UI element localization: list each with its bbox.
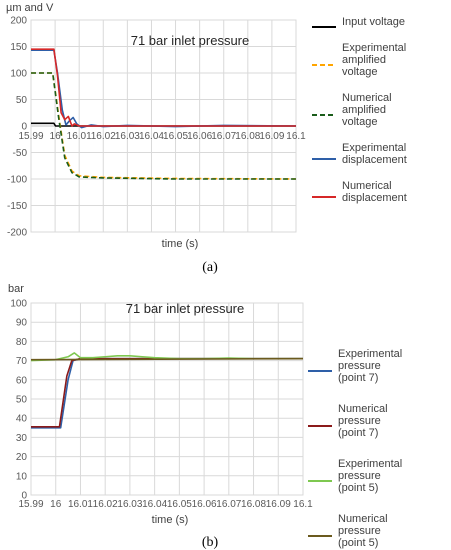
series-line-numerical-pressure-point-5 — [30, 357, 304, 361]
y-tick-label: 20 — [16, 452, 28, 463]
x-tick-label: 16 — [50, 499, 62, 510]
y-tick-labels-a: 200 150 100 50 0 -50 -100 -150 -200 — [7, 16, 27, 239]
x-tick-label: 15.99 — [18, 131, 43, 142]
x-tick-label: 16.1 — [286, 131, 306, 142]
y-tick-label: 50 — [16, 95, 28, 106]
x-tick-label: 16.02 — [93, 499, 118, 510]
legend-entry: Numerical pressure (point 5) — [338, 513, 388, 549]
y-tick-label: 0 — [21, 491, 27, 502]
x-tick-label: 16 — [50, 131, 62, 142]
x-tick-label: 16.08 — [241, 499, 266, 510]
x-tick-label: 16.04 — [139, 131, 164, 142]
y-tick-label: -100 — [7, 175, 27, 186]
x-tick-label: 16.09 — [259, 131, 284, 142]
y-tick-label: 150 — [10, 42, 27, 53]
legend-entry: Input voltage — [342, 16, 405, 28]
legend-a: Input voltage Experimental amplified voltag… — [312, 16, 407, 204]
x-tick-label: 16.01 — [68, 499, 93, 510]
y-tick-label: 90 — [16, 318, 28, 329]
series-lines-a — [31, 48, 297, 180]
x-tick-label: 16.04 — [142, 499, 167, 510]
y-tick-label: 40 — [16, 414, 28, 425]
y-tick-label: -150 — [7, 201, 27, 212]
series-lines-b — [30, 352, 304, 429]
chart-panel-a: 200 150 100 50 0 -50 -100 -150 -200 15.99 16 16.01… — [6, 2, 407, 275]
x-axis-label-a: time (s) — [162, 238, 199, 250]
legend-entry: Numerical pressure (point 7) — [338, 403, 388, 439]
x-tick-label: 16.07 — [211, 131, 236, 142]
y-tick-label: 100 — [10, 299, 27, 310]
series-line-numerical-amplified-voltage — [31, 72, 296, 180]
chart-title-b: 71 bar inlet pressure — [126, 301, 245, 316]
y-axis-label-a: µm and V — [6, 2, 54, 14]
x-axis-label-b: time (s) — [152, 514, 189, 526]
series-line-numerical-displacement — [31, 48, 296, 127]
x-tick-labels-b: 15.99 16 16.01 16.02 16.03 16.04 16.05 16.06 16.… — [18, 499, 313, 510]
x-tick-label: 16.02 — [91, 131, 116, 142]
x-tick-label: 16.03 — [115, 131, 140, 142]
x-tick-label: 16.01 — [67, 131, 92, 142]
panel-label-a: (a) — [202, 260, 218, 275]
y-tick-label: 100 — [10, 69, 27, 80]
grid-b — [30, 302, 304, 496]
y-tick-label: 0 — [21, 122, 27, 133]
legend-entry: Experimental displacement — [342, 142, 407, 166]
x-tick-label: 16.08 — [235, 131, 260, 142]
x-tick-label: 16.03 — [117, 499, 142, 510]
y-tick-label: 200 — [10, 16, 27, 27]
x-tick-label: 15.99 — [18, 499, 43, 510]
x-tick-label: 16.05 — [167, 499, 192, 510]
y-tick-label: 80 — [16, 337, 28, 348]
legend-entry: Experimental pressure (point 7) — [338, 348, 402, 384]
x-tick-label: 16.06 — [187, 131, 212, 142]
y-tick-label: 10 — [16, 471, 28, 482]
legend-entry: Numerical displacement — [342, 180, 407, 204]
y-tick-label: -200 — [7, 228, 27, 239]
x-tick-label: 16.07 — [216, 499, 241, 510]
y-tick-label: 60 — [16, 375, 28, 386]
x-tick-label: 16.05 — [163, 131, 188, 142]
y-tick-label: 50 — [16, 395, 28, 406]
panel-label-b: (b) — [202, 535, 219, 550]
x-tick-label: 16.1 — [293, 499, 313, 510]
y-tick-label: -50 — [13, 148, 28, 159]
legend-b: Experimental pressure (point 7) Numerical pr… — [308, 348, 402, 549]
x-tick-labels-a: 15.99 16 16.01 16.02 16.03 16.04 16.05 16.06 16.… — [18, 131, 306, 142]
x-tick-label: 16.09 — [266, 499, 291, 510]
legend-entry: Numerical amplified voltage — [342, 92, 392, 128]
y-tick-label: 30 — [16, 433, 28, 444]
legend-entry: Experimental pressure (point 5) — [338, 458, 402, 494]
legend-entry: Experimental amplified voltage — [342, 42, 406, 78]
x-tick-label: 16.06 — [192, 499, 217, 510]
y-tick-label: 70 — [16, 356, 28, 367]
y-axis-label-b: bar — [8, 283, 24, 295]
chart-title-a: 71 bar inlet pressure — [131, 33, 250, 48]
